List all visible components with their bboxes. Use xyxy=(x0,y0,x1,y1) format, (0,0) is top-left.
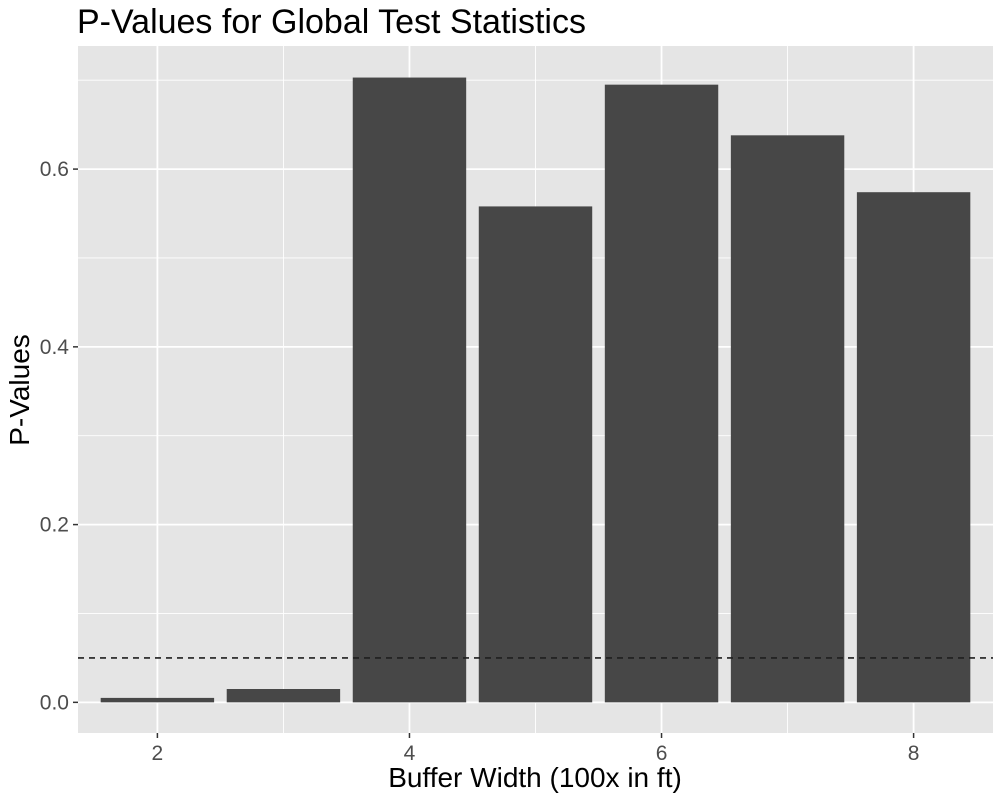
chart-title: P-Values for Global Test Statistics xyxy=(77,3,586,41)
bar xyxy=(100,697,215,703)
bar xyxy=(856,192,971,703)
x-tick-label: 6 xyxy=(656,742,668,765)
bar xyxy=(478,206,593,703)
x-axis: 2 4 6 8 xyxy=(152,733,920,765)
bar xyxy=(604,84,719,703)
bar xyxy=(226,689,341,703)
y-tick-label: 0.0 xyxy=(40,691,69,714)
bar xyxy=(352,77,467,703)
bars xyxy=(100,77,971,703)
x-axis-title: Buffer Width (100x in ft) xyxy=(388,762,682,793)
y-axis: 0.0 0.2 0.4 0.6 xyxy=(40,158,78,714)
y-tick-label: 0.4 xyxy=(40,336,70,359)
x-tick-label: 4 xyxy=(404,742,416,765)
bar xyxy=(730,135,845,703)
y-tick-label: 0.6 xyxy=(40,158,69,181)
y-axis-title: P-Values xyxy=(4,334,35,446)
x-tick-label: 2 xyxy=(152,742,164,765)
y-tick-label: 0.2 xyxy=(40,514,69,537)
x-tick-label: 8 xyxy=(908,742,920,765)
